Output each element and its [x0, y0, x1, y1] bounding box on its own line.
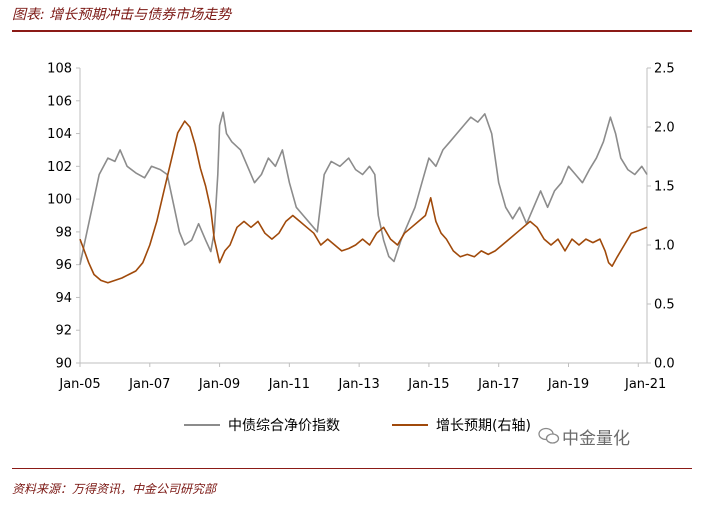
left-tick-label: 92 [55, 324, 72, 339]
left-tick-label: 108 [47, 62, 72, 77]
left-tick-label: 90 [55, 357, 72, 372]
right-tick-label: 0.0 [654, 357, 675, 372]
right-tick-label: 2.0 [654, 121, 675, 136]
right-tick-label: 1.0 [654, 239, 675, 254]
x-tick-label: Jan-15 [407, 377, 449, 392]
series-line-bond-index [79, 111, 648, 265]
line-chart: 90 92 94 96 98 100 102 104 106 108 0.0 0.5 1.0 1.5 2.0… [47, 62, 675, 435]
left-tick-label: 104 [47, 127, 72, 142]
left-tick-label: 100 [47, 193, 72, 208]
x-tick-label: Jan-11 [268, 377, 310, 392]
right-tick-label: 0.5 [654, 298, 675, 313]
left-tick-label: 94 [55, 291, 72, 306]
bottom-divider [12, 468, 692, 469]
x-tick-label: Jan-17 [477, 377, 519, 392]
source-note: 资料来源：万得资讯，中金公司研究部 [12, 482, 217, 496]
legend-label: 增长预期(右轴) [436, 418, 531, 434]
left-tick-label: 106 [47, 94, 72, 109]
brand-label: 中金量化 [562, 429, 630, 449]
left-tick-label: 102 [47, 160, 72, 175]
chart-series [79, 111, 648, 284]
legend-label: 中债综合净价指数 [228, 418, 340, 434]
x-tick-label: Jan-19 [547, 377, 589, 392]
x-tick-label: Jan-05 [58, 377, 100, 392]
left-tick-label: 96 [55, 258, 72, 273]
top-divider [12, 30, 692, 32]
chart-axes: 90 92 94 96 98 100 102 104 106 108 0.0 0.5 1.0 1.5 2.0… [47, 62, 675, 393]
series-line-growth-expectation [79, 120, 648, 284]
chart-caption: 图表: 增长预期冲击与债券市场走势 [12, 7, 232, 23]
x-tick-label: Jan-21 [624, 377, 666, 392]
x-tick-label: Jan-13 [337, 377, 379, 392]
left-tick-label: 98 [55, 225, 72, 240]
right-tick-label: 2.5 [654, 62, 675, 77]
wechat-icon [538, 427, 560, 444]
chart-legend: 中债综合净价指数 增长预期(右轴) [184, 418, 531, 434]
x-tick-label: Jan-09 [198, 377, 240, 392]
right-tick-label: 1.5 [654, 180, 675, 195]
x-tick-label: Jan-07 [128, 377, 170, 392]
